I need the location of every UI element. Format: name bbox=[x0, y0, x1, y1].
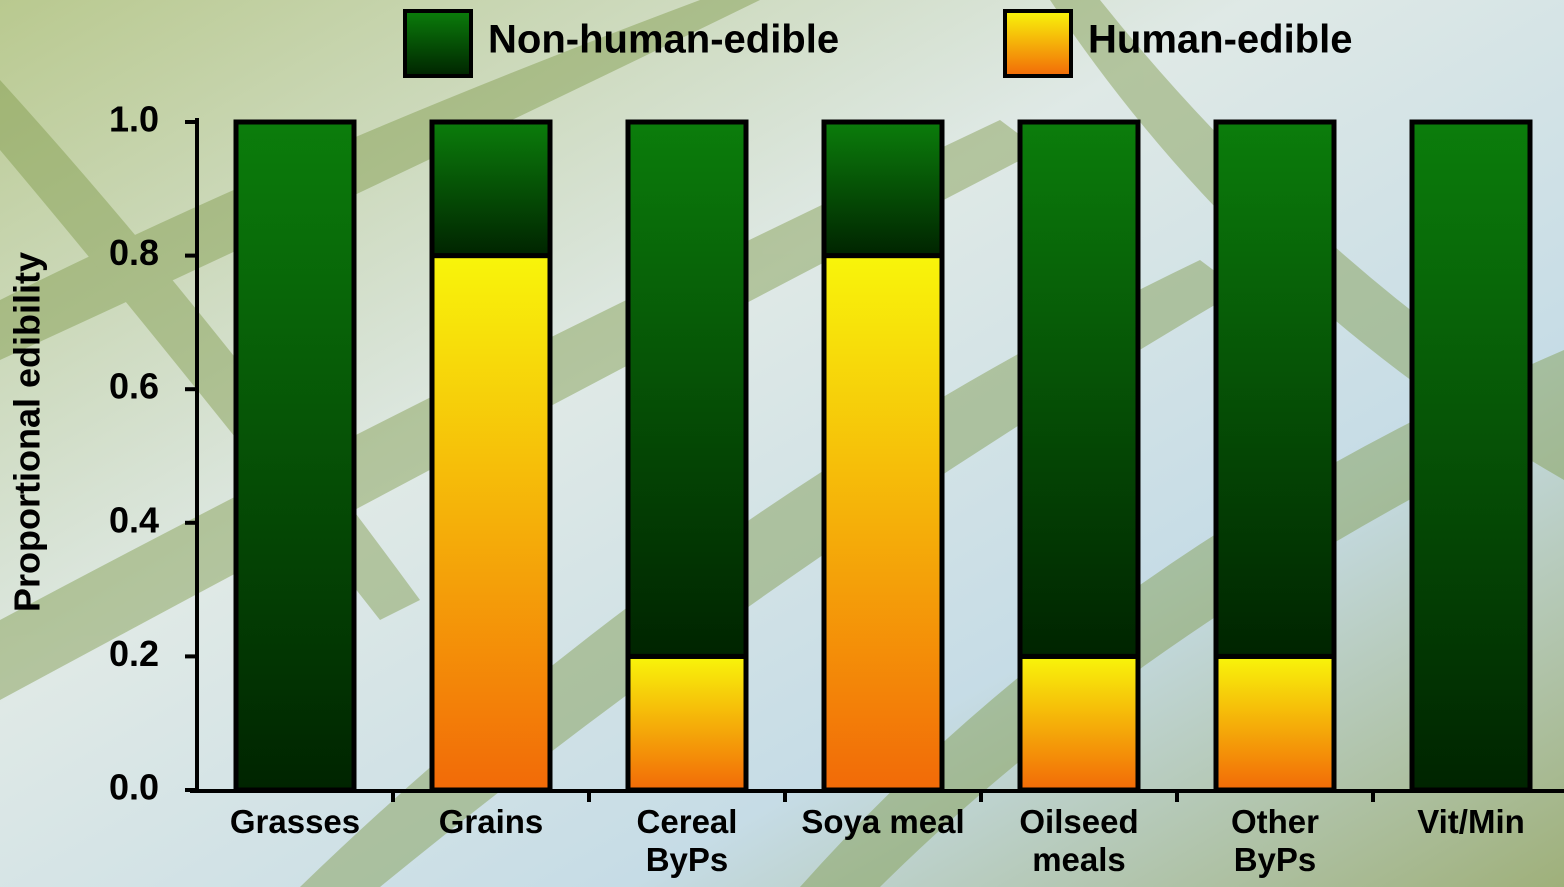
y-tick-label: 1.0 bbox=[109, 99, 159, 140]
bar-segment bbox=[432, 122, 550, 256]
bar-segment bbox=[1216, 122, 1334, 656]
x-tick-label: Cereal ByPs bbox=[589, 803, 785, 879]
y-tick-label: 0.0 bbox=[109, 767, 159, 808]
legend-label: Human-edible bbox=[1088, 18, 1352, 62]
bar-segment bbox=[432, 256, 550, 790]
bar-segment bbox=[824, 256, 942, 790]
x-tick-label: Vit/Min bbox=[1373, 803, 1564, 841]
bar-segment bbox=[824, 122, 942, 256]
x-tick-label: Oilseed meals bbox=[981, 803, 1177, 879]
y-tick-label: 0.8 bbox=[109, 232, 159, 273]
bar-segment bbox=[1412, 122, 1530, 790]
y-axis-title: Proportional edibility bbox=[7, 252, 48, 612]
y-tick-label: 0.2 bbox=[109, 633, 159, 674]
x-tick-label: Soya meal bbox=[785, 803, 981, 841]
y-tick-label: 0.4 bbox=[109, 499, 159, 540]
x-tick-label: Grains bbox=[393, 803, 589, 841]
bar-segment bbox=[1216, 656, 1334, 790]
legend-swatch bbox=[1005, 11, 1071, 76]
bar-segment bbox=[628, 656, 746, 790]
bar-segment bbox=[1020, 656, 1138, 790]
bar-segment bbox=[628, 122, 746, 656]
x-tick-label: Other ByPs bbox=[1177, 803, 1373, 879]
bar-segment bbox=[236, 122, 354, 790]
chart-page: Proportional edibility 0.0 0.2 0.4 0.6 0.8 1.… bbox=[0, 0, 1564, 887]
legend-label: Non-human-edible bbox=[488, 18, 839, 62]
x-tick-label: Grasses bbox=[197, 803, 393, 841]
y-tick-label: 0.6 bbox=[109, 366, 159, 407]
bar-segment bbox=[1020, 122, 1138, 656]
legend-swatch bbox=[405, 11, 471, 76]
chart: Proportional edibility 0.0 0.2 0.4 0.6 0.8 1.… bbox=[0, 0, 1564, 887]
